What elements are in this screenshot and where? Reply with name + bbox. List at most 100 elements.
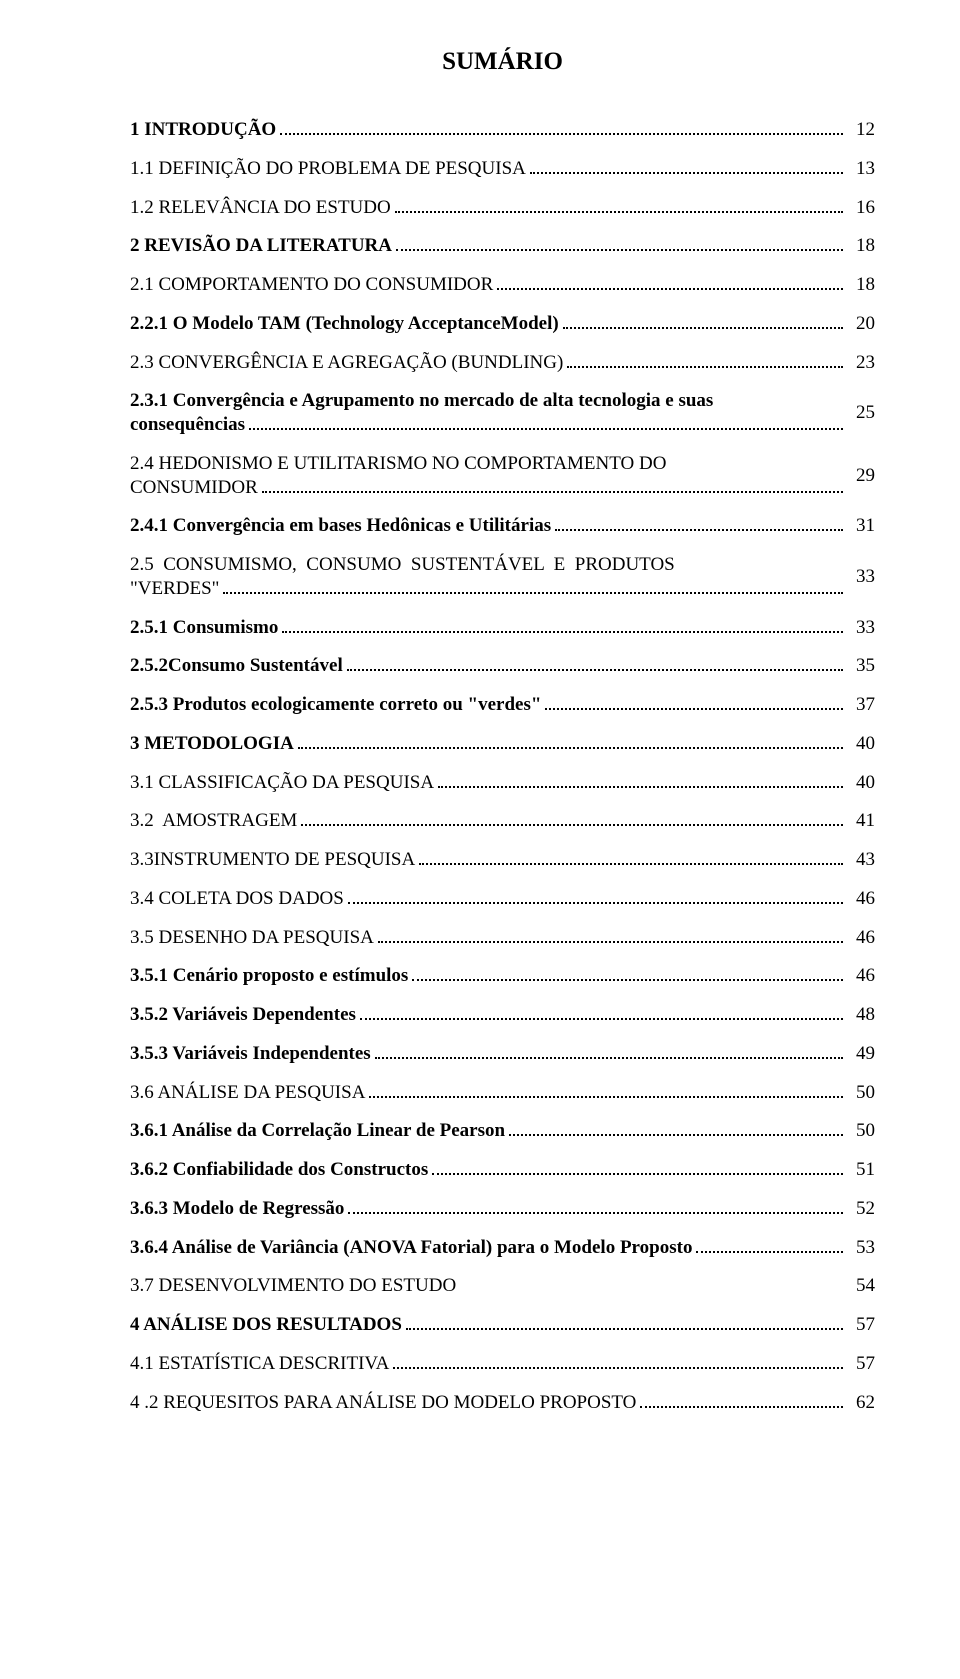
toc-label: 3.6.1 Análise da Correlação Linear de Pe… [130,1119,505,1143]
toc-label: 4 ANÁLISE DOS RESULTADOS [130,1313,402,1337]
toc-page-number: 57 [847,1313,875,1337]
toc-leader-dots [348,1212,843,1214]
toc-entry: 3.3INSTRUMENTO DE PESQUISA 43 [130,848,875,872]
toc-label: 2.5.3 Produtos ecologicamente correto ou… [130,693,541,717]
toc-entry: 3.1 CLASSIFICAÇÃO DA PESQUISA40 [130,771,875,795]
toc-entry: 3.5.2 Variáveis Dependentes48 [130,1003,875,1027]
toc-page-number: 18 [847,234,875,258]
toc-leader-dots [223,592,843,594]
toc-leader-dots [249,428,843,430]
toc-label-line1: 2.4 HEDONISMO E UTILITARISMO NO COMPORTA… [130,452,847,476]
toc-entry: 1.2 RELEVÂNCIA DO ESTUDO16 [130,196,875,220]
toc-entry: 3.6.1 Análise da Correlação Linear de Pe… [130,1119,875,1143]
toc-leader-dots [567,366,843,368]
toc-leader-dots [563,327,843,329]
toc-entry: 3.6.4 Análise de Variância (ANOVA Fatori… [130,1236,875,1260]
toc-label: 2.3 CONVERGÊNCIA E AGREGAÇÃO (BUNDLING) [130,351,563,375]
table-of-contents: 1 INTRODUÇÃO12 1.1 DEFINIÇÃO DO PROBLEMA … [130,118,875,1414]
toc-label: 3.6 ANÁLISE DA PESQUISA [130,1081,365,1105]
toc-entry: 2.1 COMPORTAMENTO DO CONSUMIDOR 18 [130,273,875,297]
toc-leader-dots [497,288,843,290]
toc-leader-dots [406,1328,843,1330]
toc-leader-dots [280,133,843,135]
toc-page-number: 35 [847,654,875,678]
toc-leader-dots [545,708,843,710]
toc-label: 3.6.2 Confiabilidade dos Constructos [130,1158,428,1182]
toc-label-line2: "VERDES" [130,577,219,601]
toc-label-line2: CONSUMIDOR [130,476,258,500]
toc-label: 3.5 DESENHO DA PESQUISA [130,926,374,950]
toc-page-number: 25 [847,401,875,425]
toc-leader-dots [640,1406,843,1408]
toc-leader-dots [262,491,843,493]
toc-label: 3.1 CLASSIFICAÇÃO DA PESQUISA [130,771,434,795]
toc-entry: 3.5 DESENHO DA PESQUISA 46 [130,926,875,950]
toc-page-number: 54 [847,1274,875,1298]
toc-leader-dots [347,669,843,671]
toc-label: 3.2 AMOSTRAGEM [130,809,297,833]
toc-entry: 3 METODOLOGIA40 [130,732,875,756]
toc-entry: 3.7 DESENVOLVIMENTO DO ESTUDO 54 [130,1274,875,1298]
toc-page-number: 29 [847,464,875,488]
toc-page-number: 43 [847,848,875,872]
toc-label: 3 METODOLOGIA [130,732,294,756]
toc-label: 3.3INSTRUMENTO DE PESQUISA [130,848,415,872]
toc-label: 3.5.2 Variáveis Dependentes [130,1003,356,1027]
toc-label: 3.6.3 Modelo de Regressão [130,1197,344,1221]
toc-label: 2.1 COMPORTAMENTO DO CONSUMIDOR [130,273,493,297]
toc-page-number: 53 [847,1236,875,1260]
toc-page-number: 50 [847,1081,875,1105]
toc-entry: 3.2 AMOSTRAGEM 41 [130,809,875,833]
toc-leader-dots [282,631,843,633]
toc-page-number: 52 [847,1197,875,1221]
toc-leader-dots [396,249,843,251]
toc-page-number: 51 [847,1158,875,1182]
toc-entry: 4 ANÁLISE DOS RESULTADOS 57 [130,1313,875,1337]
toc-entry: 3.6.3 Modelo de Regressão 52 [130,1197,875,1221]
toc-page-number: 23 [847,351,875,375]
toc-leader-dots [369,1096,843,1098]
toc-label: 3.7 DESENVOLVIMENTO DO ESTUDO [130,1274,456,1298]
toc-label: 3.5.3 Variáveis Independentes [130,1042,371,1066]
toc-label: 2.4.1 Convergência em bases Hedônicas e … [130,514,551,538]
toc-label: 2 REVISÃO DA LITERATURA [130,234,392,258]
toc-entry: 4.1 ESTATÍSTICA DESCRITIVA57 [130,1352,875,1376]
toc-page-number: 12 [847,118,875,142]
toc-leader-dots [555,529,843,531]
toc-label: 2.5.1 Consumismo [130,616,278,640]
toc-leader-dots [530,172,843,174]
toc-leader-dots [509,1134,843,1136]
toc-label: 2.5.2Consumo Sustentável [130,654,343,678]
toc-label-line1: 2.3.1 Convergência e Agrupamento no merc… [130,389,847,413]
toc-entry: 1 INTRODUÇÃO12 [130,118,875,142]
toc-leader-dots [393,1367,843,1369]
toc-entry: 2.2.1 O Modelo TAM (Technology Acceptanc… [130,312,875,336]
toc-leader-dots [348,902,843,904]
toc-leader-dots [419,863,843,865]
toc-page-number: 49 [847,1042,875,1066]
toc-page-number: 46 [847,926,875,950]
toc-page-number: 13 [847,157,875,181]
toc-page-number: 20 [847,312,875,336]
toc-entry: 2.5.3 Produtos ecologicamente correto ou… [130,693,875,717]
toc-page-number: 50 [847,1119,875,1143]
toc-leader-dots [432,1173,843,1175]
toc-entry: 2.3 CONVERGÊNCIA E AGREGAÇÃO (BUNDLING) 2… [130,351,875,375]
toc-page-number: 62 [847,1391,875,1415]
toc-page-number: 18 [847,273,875,297]
toc-entry: 3.6 ANÁLISE DA PESQUISA 50 [130,1081,875,1105]
toc-label: 1.1 DEFINIÇÃO DO PROBLEMA DE PESQUISA [130,157,526,181]
toc-entry: 1.1 DEFINIÇÃO DO PROBLEMA DE PESQUISA 13 [130,157,875,181]
toc-page-number: 16 [847,196,875,220]
toc-entry: 2 REVISÃO DA LITERATURA 18 [130,234,875,258]
toc-entry: 2.4 HEDONISMO E UTILITARISMO NO COMPORTA… [130,452,875,500]
toc-page-number: 37 [847,693,875,717]
toc-page-number: 41 [847,809,875,833]
toc-page-number: 33 [847,565,875,589]
toc-leader-dots [301,824,843,826]
toc-entry: 3.5.1 Cenário proposto e estímulos46 [130,964,875,988]
toc-leader-dots [395,211,843,213]
toc-leader-dots [378,941,843,943]
page-title: SUMÁRIO [130,48,875,76]
toc-label: 3.4 COLETA DOS DADOS [130,887,344,911]
